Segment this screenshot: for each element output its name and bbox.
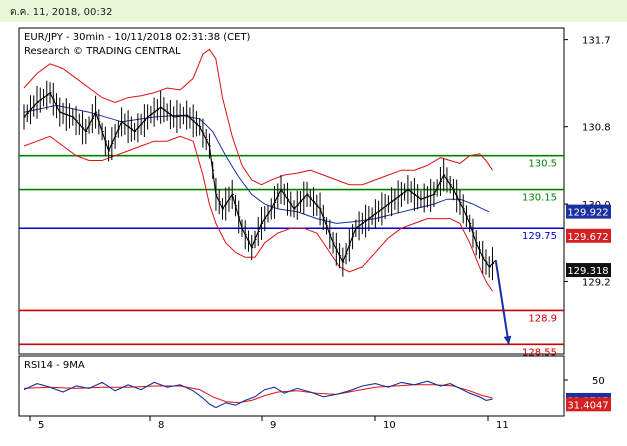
rsi-layer	[23, 380, 493, 409]
price-tag-box-2	[566, 263, 611, 278]
price-axis-label-0: 131.7	[582, 36, 611, 47]
forecast-arrow-shaft	[494, 260, 510, 345]
level-label-1: 130.15	[522, 193, 557, 204]
level-label-2: 129.75	[522, 231, 557, 242]
price-layer: 130.5 130.15 129.75 128.9 128.55	[19, 48, 564, 358]
upper-band-line	[23, 48, 493, 186]
level-label-3: 128.9	[528, 313, 557, 324]
forecast-arrow-head	[503, 335, 512, 345]
rsi-line	[23, 380, 493, 409]
axis-layer: 131.7130.8130.0129.2129.922129.672129.31…	[29, 36, 611, 431]
x-axis-label-2: 9	[270, 420, 276, 431]
price-tag-label-2: 129.318	[567, 266, 608, 277]
header-datetime: ต.ค. 11, 2018, 00:32	[10, 7, 113, 18]
price-axis-label-1: 130.8	[582, 123, 611, 134]
x-axis-label-4: 11	[496, 420, 509, 431]
price-axis-label-3: 129.2	[582, 277, 611, 288]
price-tag-box-0	[566, 204, 611, 219]
price-panel-frame	[18, 27, 565, 355]
chart-subtitle: Research © TRADING CENTRAL	[24, 46, 181, 57]
price-tag-label-1: 129.672	[567, 232, 608, 243]
rsi-axis-label-0: 50	[592, 376, 605, 387]
lower-band-line	[23, 135, 493, 292]
rsi-tag-box-1	[566, 397, 611, 412]
price-tag-box-1	[566, 228, 611, 243]
price-line	[23, 91, 497, 268]
level-label-0: 130.5	[528, 159, 557, 170]
x-axis-label-1: 8	[158, 420, 164, 431]
rsi-tag-label-1: 31.4047	[567, 400, 608, 411]
chart-title: EUR/JPY - 30min - 10/11/2018 02:31:38 (C…	[24, 32, 251, 43]
top-bar: ต.ค. 11, 2018, 00:32	[0, 0, 627, 22]
rsi-ma-line	[23, 384, 493, 404]
level-label-4: 128.55	[522, 347, 557, 358]
price-tag-label-0: 129.922	[567, 208, 608, 219]
rsi-panel-frame	[18, 355, 565, 417]
rsi-title: RSI14 - 9MA	[24, 360, 85, 371]
x-axis-label-3: 10	[383, 420, 396, 431]
x-axis-label-0: 5	[38, 420, 44, 431]
